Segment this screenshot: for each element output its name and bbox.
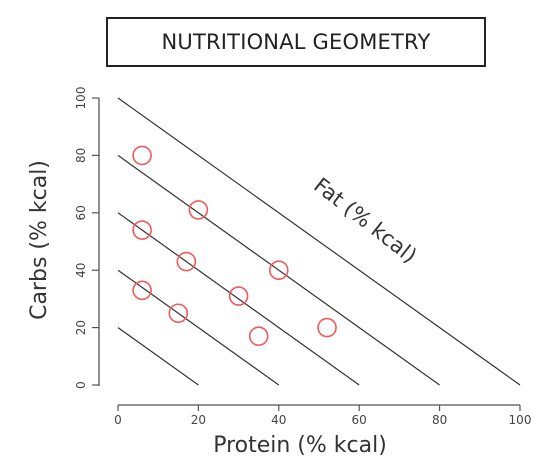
y-tick-label: 0	[74, 381, 88, 389]
isoline-60	[117, 212, 360, 386]
data-point	[188, 200, 209, 220]
data-point	[132, 145, 152, 166]
isoline-40	[117, 269, 280, 386]
x-tick-label: 60	[352, 413, 367, 427]
y-tick-label: 100	[74, 87, 88, 110]
y-tick-label: 80	[74, 148, 88, 163]
isoline-100	[117, 97, 521, 386]
x-tick-label: 40	[271, 413, 286, 427]
data-point	[248, 326, 269, 347]
data-point	[317, 317, 337, 338]
data-point	[228, 286, 249, 306]
x-tick-label: 0	[114, 413, 122, 427]
isolines	[117, 97, 521, 386]
data-point	[132, 220, 152, 240]
y-axis-label: Carbs (% kcal)	[27, 160, 52, 320]
chart-title: NUTRITIONAL GEOMETRY	[106, 17, 486, 67]
y-tick-label: 20	[74, 320, 88, 335]
y-tick-label: 60	[74, 205, 88, 220]
isoline-20	[117, 327, 199, 386]
isoline-80	[117, 154, 440, 386]
data-point	[132, 280, 152, 301]
fat-annotation: Fat (% kcal)	[309, 173, 421, 268]
x-axis-label: Protein (% kcal)	[213, 433, 387, 458]
axes	[98, 98, 520, 406]
data-point	[176, 251, 197, 272]
tick-marks: 0 20 40 60 80 100 0 20 40 60 80 100	[74, 87, 531, 427]
y-tick-label: 40	[74, 263, 88, 278]
data-points	[132, 145, 337, 347]
x-tick-label: 20	[191, 413, 206, 427]
data-point	[268, 260, 289, 281]
x-tick-label: 80	[432, 413, 447, 427]
data-point	[168, 303, 189, 324]
x-tick-label: 100	[509, 413, 532, 427]
